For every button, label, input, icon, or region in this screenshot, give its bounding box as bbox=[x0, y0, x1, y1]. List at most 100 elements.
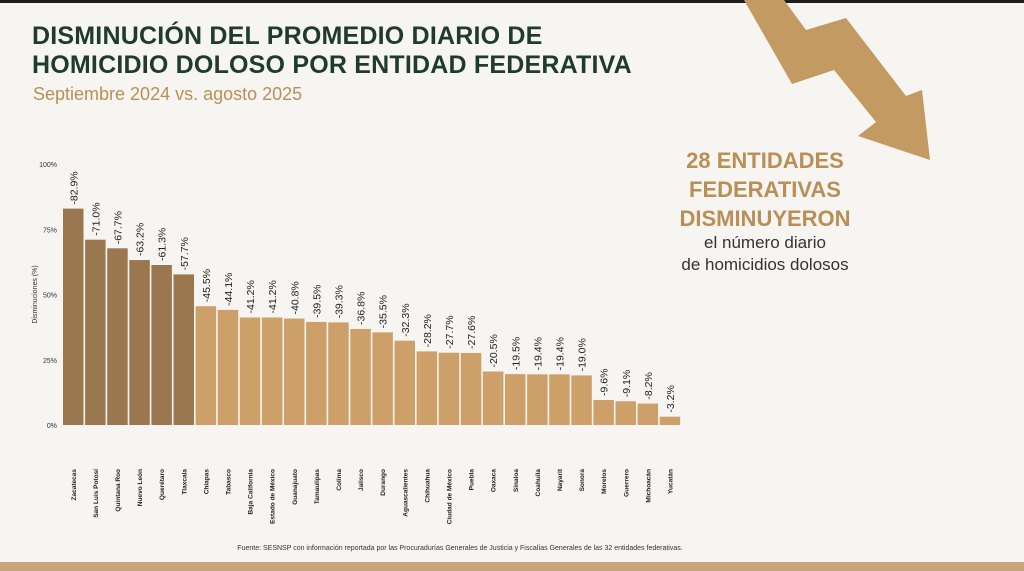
source-note: Fuente: SESNSP con información reportada… bbox=[237, 545, 683, 552]
callout-heading: 28 ENTIDADES FEDERATIVAS DISMINUYERON bbox=[640, 146, 890, 233]
data-label: -19.0% bbox=[577, 338, 589, 371]
data-label: -39.3% bbox=[333, 285, 345, 318]
bar bbox=[217, 309, 239, 425]
bar bbox=[460, 352, 482, 425]
down-trend-arrow-icon bbox=[744, 0, 930, 160]
data-label: -32.3% bbox=[400, 303, 412, 336]
x-tick-label: Tlaxcala bbox=[181, 469, 188, 495]
y-axis-label: Disminuciones (%) bbox=[32, 265, 39, 323]
y-tick-label: 0% bbox=[47, 423, 57, 430]
page-title: DISMINUCIÓN DEL PROMEDIO DIARIO DE HOMIC… bbox=[32, 22, 632, 80]
x-tick-label: Chiapas bbox=[203, 469, 210, 495]
x-tick-label: Tabasco bbox=[225, 469, 232, 495]
data-label: -61.3% bbox=[157, 228, 169, 261]
bar bbox=[527, 374, 548, 425]
bottom-border bbox=[0, 562, 1024, 571]
y-tick-label: 75% bbox=[43, 227, 57, 234]
x-tick-label: Querétaro bbox=[159, 469, 166, 500]
data-label: -36.8% bbox=[356, 292, 368, 325]
data-label: -35.5% bbox=[378, 295, 390, 328]
bar bbox=[637, 403, 659, 425]
data-label: -67.7% bbox=[112, 211, 124, 244]
data-label: -63.2% bbox=[135, 223, 147, 256]
x-tick-label: Zacatecas bbox=[71, 469, 78, 501]
bar bbox=[394, 340, 415, 425]
data-label: -19.5% bbox=[510, 337, 522, 370]
bar bbox=[239, 317, 261, 425]
x-tick-label: Morelos bbox=[601, 469, 608, 494]
bar bbox=[151, 265, 172, 425]
x-tick-label: Guerrero bbox=[623, 469, 630, 497]
data-label: -41.2% bbox=[267, 280, 279, 313]
bar bbox=[63, 208, 84, 425]
bar bbox=[416, 351, 438, 425]
bar bbox=[505, 374, 526, 425]
data-label: -27.6% bbox=[466, 316, 478, 349]
x-tick-label: Nuevo León bbox=[137, 469, 144, 506]
callout-line-1: 28 ENTIDADES bbox=[686, 148, 844, 173]
bar bbox=[593, 399, 614, 425]
bar bbox=[195, 306, 217, 425]
x-tick-label: Aguascalientes bbox=[402, 469, 409, 517]
data-label: -39.5% bbox=[311, 285, 323, 318]
bar bbox=[659, 416, 681, 425]
data-label: -19.4% bbox=[554, 337, 566, 370]
bar bbox=[261, 317, 283, 425]
x-tick-label: Estado de México bbox=[270, 469, 277, 524]
bar bbox=[306, 321, 327, 425]
x-tick-label: Baja California bbox=[248, 469, 255, 515]
data-label: -27.7% bbox=[444, 315, 456, 348]
callout-body-line-1: el número diario bbox=[704, 233, 826, 252]
x-tick-label: Chihuahua bbox=[424, 469, 431, 503]
data-label: -40.8% bbox=[289, 281, 301, 314]
bar bbox=[85, 239, 106, 425]
x-tick-label: Colima bbox=[336, 469, 343, 491]
x-tick-label: Sonora bbox=[579, 469, 586, 492]
x-tick-label: Puebla bbox=[469, 469, 476, 491]
x-tick-label: Nayarit bbox=[557, 468, 564, 491]
x-tick-label: Coahuila bbox=[535, 469, 542, 497]
callout-line-2: FEDERATIVAS bbox=[689, 177, 841, 202]
bar bbox=[107, 248, 128, 425]
x-tick-label: San Luis Potosí bbox=[93, 469, 100, 518]
x-tick-label: Michoacán bbox=[645, 469, 652, 503]
bar bbox=[173, 274, 194, 425]
data-label: -9.6% bbox=[599, 369, 611, 396]
title-line-1: DISMINUCIÓN DEL PROMEDIO DIARIO DE bbox=[32, 22, 543, 50]
x-tick-label: Guanajuato bbox=[292, 469, 299, 505]
top-border bbox=[0, 0, 1024, 3]
bar bbox=[615, 401, 636, 425]
data-label: -44.1% bbox=[223, 273, 235, 306]
bar bbox=[129, 260, 150, 425]
x-tick-label: Ciudad de México bbox=[446, 469, 453, 524]
title-line-2: HOMICIDIO DOLOSO POR ENTIDAD FEDERATIVA bbox=[32, 51, 632, 79]
y-tick-label: 100% bbox=[39, 162, 57, 169]
x-tick-label: Sinaloa bbox=[513, 469, 520, 493]
data-label: -71.0% bbox=[90, 202, 102, 235]
callout-body-line-2: de homicidios dolosos bbox=[681, 255, 849, 274]
data-label: -3.2% bbox=[665, 385, 677, 412]
x-tick-label: Oaxaca bbox=[491, 469, 498, 493]
bar bbox=[571, 375, 592, 425]
bar bbox=[482, 371, 504, 425]
callout-line-3: DISMINUYERON bbox=[679, 206, 851, 231]
bar bbox=[284, 318, 305, 425]
data-label: -20.5% bbox=[488, 334, 500, 367]
bar bbox=[372, 332, 393, 425]
bar bbox=[328, 322, 349, 425]
y-tick-label: 50% bbox=[43, 293, 57, 300]
data-label: -8.2% bbox=[643, 372, 655, 399]
page-subtitle: Septiembre 2024 vs. agosto 2025 bbox=[33, 84, 303, 104]
x-tick-label: Jalisco bbox=[358, 469, 365, 491]
data-label: -9.1% bbox=[621, 370, 633, 397]
arrow-body bbox=[744, 0, 930, 160]
x-tick-label: Tamaulipas bbox=[314, 469, 321, 505]
x-tick-label: Durango bbox=[380, 469, 387, 496]
callout-body: el número diario de homicidios dolosos bbox=[640, 232, 890, 276]
data-label: -19.4% bbox=[532, 337, 544, 370]
x-tick-label: Quintana Roo bbox=[115, 469, 122, 512]
y-tick-label: 25% bbox=[43, 358, 57, 365]
bar bbox=[350, 328, 371, 425]
bar bbox=[549, 374, 570, 425]
data-label: -82.9% bbox=[68, 171, 80, 204]
